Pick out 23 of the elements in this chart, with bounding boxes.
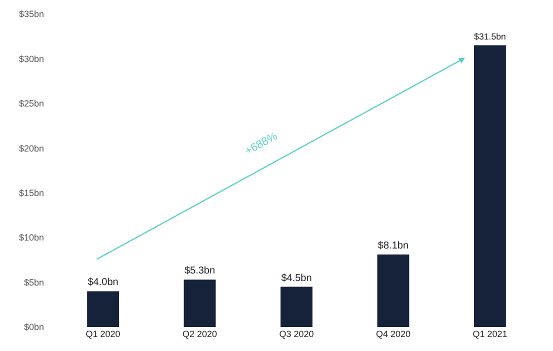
y-tick-label: $15bn xyxy=(18,188,44,198)
data-label: $4.5bn xyxy=(281,272,312,284)
bar xyxy=(184,280,216,327)
y-tick-label: $10bn xyxy=(18,232,44,243)
x-tick-label: Q4 2020 xyxy=(376,329,410,339)
data-label: $4.0bn xyxy=(88,277,118,288)
x-tick-label: Q2 2020 xyxy=(182,329,218,339)
data-label: $5.3bn xyxy=(184,266,216,277)
data-label: $8.1bn xyxy=(378,240,409,252)
bar xyxy=(377,254,410,327)
x-tick-label: Q3 2020 xyxy=(279,329,314,339)
y-tick-label: $35bn xyxy=(18,9,44,20)
bar xyxy=(87,291,119,327)
x-tick-label: Q1 2020 xyxy=(86,329,120,339)
data-label: $31.5bn xyxy=(474,32,506,42)
x-tick-label: Q1 2021 xyxy=(472,329,508,339)
y-tick-label: $5bn xyxy=(24,277,44,288)
bar xyxy=(280,286,312,327)
bar xyxy=(474,45,506,327)
y-tick-label: $25bn xyxy=(18,98,44,109)
y-tick-label: $30bn xyxy=(18,54,44,64)
y-tick-label: $20bn xyxy=(18,143,44,154)
y-tick-label: $0bn xyxy=(24,322,44,332)
